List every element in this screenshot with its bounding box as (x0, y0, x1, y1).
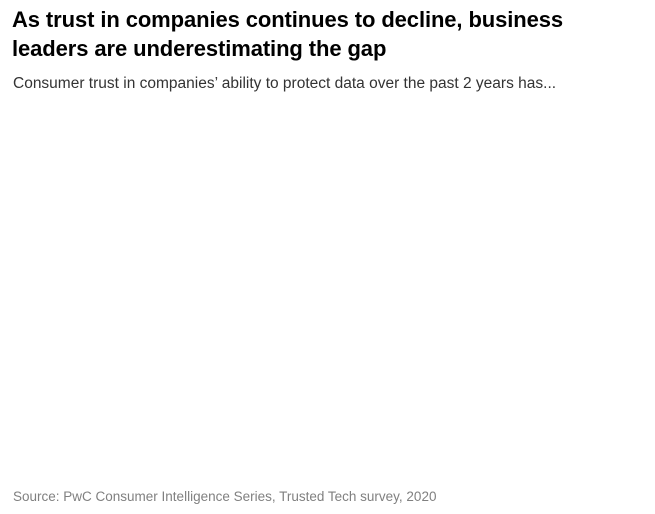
chart-title: As trust in companies continues to decli… (12, 7, 564, 61)
plot-area (0, 104, 655, 474)
chart-subtitle: Consumer trust in companies’ ability to … (13, 75, 557, 92)
source-note: Source: PwC Consumer Intelligence Series… (13, 489, 437, 504)
